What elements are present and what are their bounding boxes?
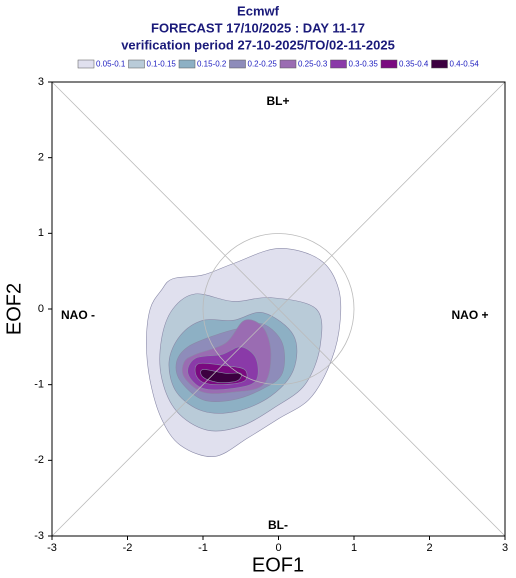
x-tick-label: -1 <box>198 542 208 554</box>
y-tick-label: 2 <box>38 152 44 164</box>
legend-swatch <box>128 59 145 69</box>
legend-label: 0.15-0.2 <box>197 60 227 69</box>
x-tick-label: 3 <box>502 542 508 554</box>
y-axis-label: EOF2 <box>3 283 25 335</box>
x-tick-label: -2 <box>123 542 133 554</box>
x-tick-label: 2 <box>426 542 432 554</box>
annotation: BL+ <box>266 94 289 108</box>
legend-swatch <box>178 59 196 69</box>
diagonal <box>51 81 506 537</box>
reference-lines <box>51 81 506 537</box>
x-axis-label: EOF1 <box>252 554 304 576</box>
y-tick-label: -3 <box>34 530 44 542</box>
legend-swatch <box>431 59 448 69</box>
legend-label: 0.05-0.1 <box>96 60 126 69</box>
legend-label: 0.3-0.35 <box>349 60 379 69</box>
legend: 0.05-0.1 0.1-0.15 0.15-0.2 0.2-0.25 0.25-0.3… <box>77 59 480 69</box>
y-tick-label: -1 <box>34 379 44 391</box>
legend-label: 0.1-0.15 <box>147 60 177 69</box>
x-tick-label: 0 <box>275 542 281 554</box>
chart-subtitle: FORECAST 17/10/2025 : DAY 11-17 <box>151 20 365 35</box>
legend-label: 0.2-0.25 <box>248 60 278 69</box>
legend-label: 0.4-0.54 <box>450 60 480 69</box>
y-tick-label: 1 <box>38 227 44 239</box>
annotation: NAO + <box>451 308 488 322</box>
legend-swatch <box>229 59 246 69</box>
x-tick-label: 1 <box>351 542 357 554</box>
x-tick-label: -3 <box>47 542 57 554</box>
legend-swatch <box>279 59 297 69</box>
reference-circle <box>202 233 355 385</box>
legend-label: 0.35-0.4 <box>399 60 429 69</box>
legend-swatch <box>77 59 95 69</box>
chart-subtitle: verification period 27-10-2025/TO/02-11-… <box>121 37 395 52</box>
y-tick-label: 0 <box>38 303 44 315</box>
chart-title: Ecmwf <box>237 3 280 18</box>
legend-swatch <box>380 59 398 69</box>
annotation: BL- <box>268 518 288 532</box>
y-tick-label: -2 <box>34 454 44 466</box>
contours <box>146 248 342 457</box>
contour-region <box>200 369 242 383</box>
legend-swatch <box>330 59 347 69</box>
y-tick-label: 3 <box>38 76 44 88</box>
legend-label: 0.25-0.3 <box>298 60 328 69</box>
annotation: NAO - <box>61 308 95 322</box>
